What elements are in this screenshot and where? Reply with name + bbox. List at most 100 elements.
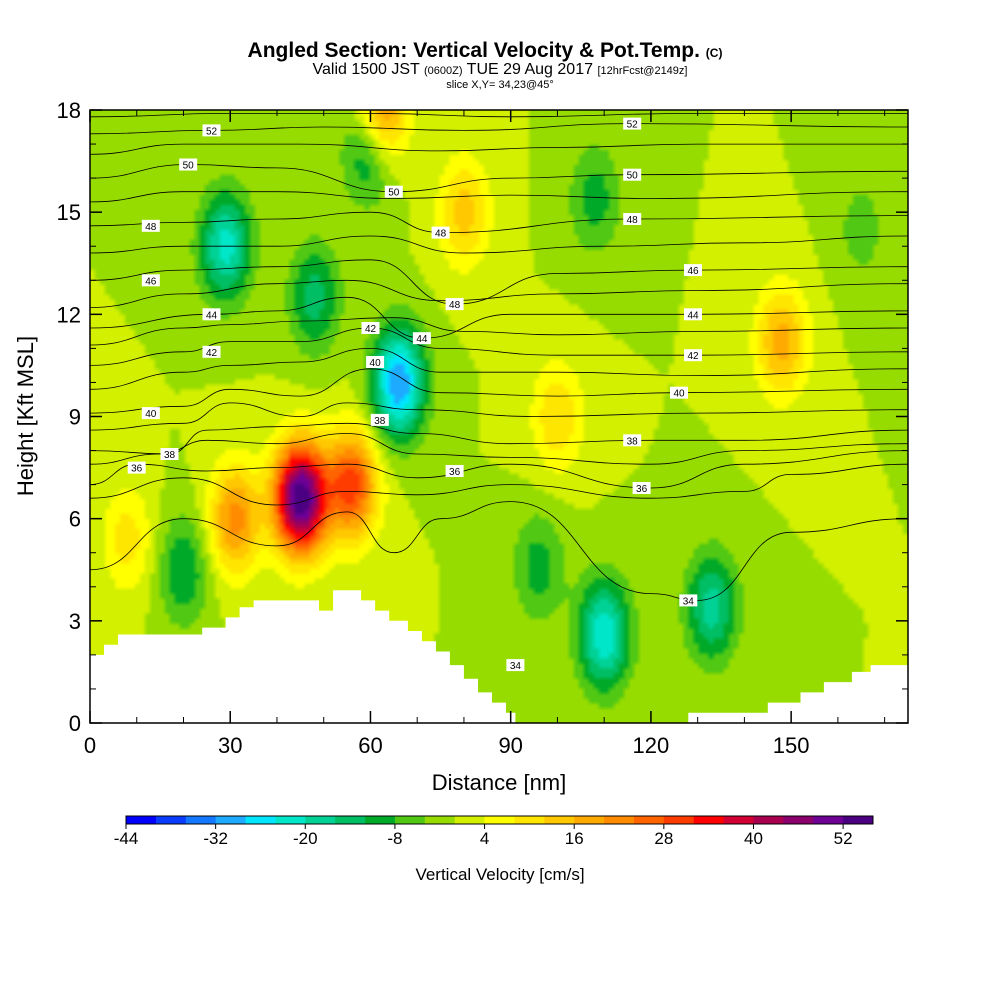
contour-label-text: 50: [627, 171, 639, 182]
theta-contour-45: [90, 279, 908, 308]
contour-label: 42: [361, 322, 380, 335]
theta-contour-51: [90, 143, 908, 155]
y-tick-label: 9: [69, 405, 81, 430]
colorbar-swatch: [365, 816, 396, 824]
contour-label: 52: [623, 117, 642, 131]
theta-contour-47: [90, 235, 908, 254]
x-tick-label: 120: [633, 733, 670, 758]
y-tick-label: 3: [69, 609, 81, 634]
contour-label-text: 44: [416, 334, 428, 345]
contour-label: 42: [684, 349, 702, 362]
contour-label-text: 40: [673, 389, 685, 400]
colorbar-tick-label: 40: [744, 829, 763, 848]
contour-label-text: 36: [636, 484, 648, 495]
theta-contour-38: [90, 422, 908, 455]
colorbar-swatch: [723, 816, 754, 824]
colorbar-swatch: [693, 816, 724, 824]
contour-label: 42: [202, 345, 221, 359]
contour-label-text: 44: [206, 310, 218, 321]
contour-label-text: 36: [131, 464, 143, 475]
contour-labels: 52 50 48 46 44 42 40 38 36 50 48 48 42 44 40 38 36 52 50 48…: [127, 117, 702, 672]
contour-label-text: 44: [687, 310, 699, 321]
colorbar-frame: [125, 815, 874, 825]
colorbar-swatch: [783, 816, 814, 824]
colorbar-ticks: -44 -32 -20 -8 4 16 28 40 52: [114, 824, 853, 848]
theta-contour-35: [90, 463, 908, 506]
contour-label-bg: [684, 308, 702, 321]
colorbar-tick-label: 52: [834, 829, 853, 848]
contour-label: 38: [160, 448, 179, 461]
colorbar-swatch: [126, 816, 157, 824]
contour-label: 36: [445, 465, 464, 478]
colorbar-swatch: [633, 816, 665, 824]
y-tick-label: 12: [57, 302, 81, 327]
contour-label: 50: [623, 168, 642, 182]
colorbar-swatch: [335, 816, 366, 824]
colorbar-swatch: [574, 816, 605, 824]
contour-label-text: 42: [687, 351, 699, 362]
contour-label-text: 48: [145, 222, 157, 233]
colorbar-tick-label: -44: [114, 829, 139, 848]
chart-subtitle: Valid 1500 JST (0600Z) TUE 29 Aug 2017 […: [313, 61, 688, 78]
colorbar-swatch: [753, 816, 784, 824]
contour-label-text: 42: [365, 324, 377, 335]
contour-label: 52: [202, 124, 221, 137]
contour-label-text: 38: [627, 436, 639, 447]
y-tick-label: 18: [57, 98, 81, 123]
x-tick-label: 90: [498, 733, 522, 758]
contour-label-bg: [623, 434, 642, 447]
contour-label: 44: [412, 332, 431, 345]
colorbar-tick-label: -8: [387, 829, 402, 848]
contour-label: 48: [431, 226, 450, 240]
y-axis-label: Height [Kft MSL]: [13, 336, 38, 496]
contour-label-bg: [141, 219, 160, 232]
x-axis-ticks: 0 30 60 90 120 150: [84, 110, 886, 758]
colorbar: [125, 815, 874, 825]
colorbar-label: Vertical Velocity [cm/s]: [415, 865, 584, 884]
colorbar-tick-label: 4: [480, 829, 489, 848]
contour-label-bg: [366, 356, 385, 368]
theta-contour-36: [90, 450, 908, 489]
contour-label-bg: [202, 308, 221, 321]
x-axis-label: Distance [nm]: [432, 770, 567, 795]
contour-label: 40: [366, 356, 385, 369]
contour-label-bg: [141, 274, 160, 287]
colorbar-swatch: [305, 816, 336, 824]
contour-label-text: 46: [145, 276, 157, 287]
y-tick-label: 0: [69, 711, 81, 736]
contour-label-text: 38: [164, 450, 176, 461]
contour-label: 46: [141, 274, 160, 287]
contour-label-text: 34: [510, 661, 522, 672]
theta-contour-49: [90, 191, 908, 203]
theta-contour-34: [90, 501, 908, 601]
terrain-profile: [90, 590, 908, 723]
y-tick-label: 15: [57, 200, 81, 225]
contour-label-text: 48: [449, 300, 461, 311]
theta-contour-48: [90, 211, 908, 234]
colorbar-swatch: [663, 816, 695, 824]
theta-contour-43: [90, 317, 908, 346]
colorbar-swatch: [424, 816, 456, 824]
contour-label-text: 42: [206, 348, 218, 359]
y-axis-ticks: 0 36 9 12 15 18: [57, 98, 908, 736]
colorbar-swatch: [155, 816, 187, 824]
contour-label: 38: [623, 434, 642, 447]
theta-contour-39: [90, 402, 908, 431]
contour-label: 40: [670, 386, 688, 400]
contour-label: 38: [370, 413, 389, 427]
colorbar-swatch: [394, 816, 426, 824]
colorbar-swatch: [454, 816, 485, 824]
contour-label-text: 34: [683, 596, 695, 607]
contour-label-bg: [202, 124, 221, 137]
contour-label-bg: [684, 349, 702, 362]
contour-label-bg: [445, 298, 464, 311]
colorbar-swatch: [185, 816, 217, 824]
contour-label: 50: [384, 185, 403, 199]
contour-label: 34: [506, 659, 525, 672]
contour-label-bg: [127, 461, 146, 474]
colorbar-tick-label: 16: [565, 829, 584, 848]
contour-label-bg: [684, 264, 702, 277]
contour-label-text: 48: [435, 229, 447, 240]
contour-label-bg: [160, 448, 179, 460]
